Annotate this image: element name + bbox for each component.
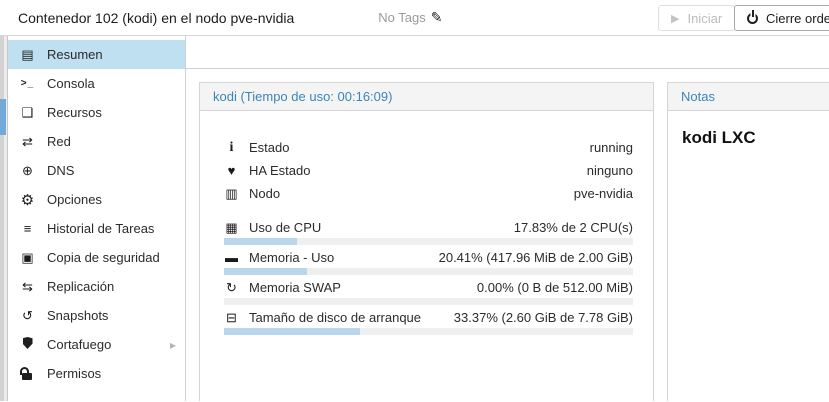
resource-tree-edge <box>0 36 8 401</box>
progress-bar <box>224 298 633 305</box>
sidebar-item-label: Permisos <box>47 366 102 381</box>
unlock-icon <box>19 366 36 381</box>
sidebar-item-label: Recursos <box>47 105 102 120</box>
sidebar-item-label: Consola <box>47 76 95 91</box>
shield-icon <box>19 337 36 352</box>
retweet-icon: ⇆ <box>22 278 33 294</box>
status-row-nodo: ▥ Nodo pve-nvidia <box>224 182 633 205</box>
row-value: ninguno <box>586 163 633 178</box>
sidebar-item-consola[interactable]: >_ Consola <box>8 69 185 98</box>
row-value: 20.41% (417.96 MiB de 2.00 GiB) <box>438 250 633 265</box>
sidebar-item-snapshots[interactable]: ↺ Snapshots <box>8 301 185 330</box>
cube-icon: ❑ <box>21 104 34 120</box>
memory-icon: ▬ <box>225 250 238 265</box>
progress-bar-fill <box>224 268 308 275</box>
row-label: Tamaño de disco de arranque <box>249 310 422 325</box>
chevron-right-icon: ▸ <box>169 337 176 352</box>
sidebar-item-opciones[interactable]: ⚙ Opciones <box>8 185 185 214</box>
notes-panel: Notas kodi LXC <box>667 82 829 401</box>
cpu-icon: ▦ <box>225 219 238 235</box>
progress-bar <box>224 328 633 335</box>
usage-row-tama-o-de-disco-de-arranque: ⊟ Tamaño de disco de arranque 33.37% (2.… <box>224 307 633 335</box>
list-icon: ≡ <box>23 221 32 236</box>
progress-bar <box>224 268 633 275</box>
sidebar-item-copia-de-seguridad[interactable]: ▣ Copia de seguridad <box>8 243 185 272</box>
sidebar-item-recursos[interactable]: ❑ Recursos <box>8 98 185 127</box>
usage-row-memoria-uso: ▬ Memoria - Uso 20.41% (417.96 MiB de 2.… <box>224 247 633 275</box>
row-value: 33.37% (2.60 GiB de 7.78 GiB) <box>453 310 633 325</box>
status-panel-body: i Estado running ♥ HA Estado ninguno ▥ N… <box>200 111 653 335</box>
play-icon: ▶ <box>671 12 680 25</box>
row-value: 17.83% de 2 CPU(s) <box>513 220 633 235</box>
main-area: ▤ Resumen >_ Consola ❑ Recursos ⇄ Red ⊕ … <box>0 36 829 401</box>
book-icon: ▤ <box>21 46 34 62</box>
notes-panel-header: Notas <box>668 83 829 111</box>
sidebar-item-label: Opciones <box>47 192 102 207</box>
sidebar-item-red[interactable]: ⇄ Red <box>8 127 185 156</box>
info-icon: i <box>229 139 234 155</box>
page-title: Contenedor 102 (kodi) en el nodo pve-nvi… <box>18 9 295 26</box>
edit-pencil-icon[interactable]: ✎ <box>430 9 443 25</box>
tree-selection-sliver <box>0 99 6 135</box>
sidebar-item-label: Historial de Tareas <box>47 221 155 236</box>
sidebar-item-replicaci-n[interactable]: ⇆ Replicación <box>8 272 185 301</box>
content-top-strip <box>186 36 829 69</box>
sidebar-item-historial-de-tareas[interactable]: ≡ Historial de Tareas <box>8 214 185 243</box>
status-row-estado: i Estado running <box>224 136 633 159</box>
status-row-ha-estado: ♥ HA Estado ninguno <box>224 159 633 182</box>
history-icon: ↺ <box>22 307 33 323</box>
sidebar-item-label: DNS <box>47 163 75 178</box>
sidebar-item-dns[interactable]: ⊕ DNS <box>8 156 185 185</box>
status-panel-title: kodi (Tiempo de uso: 00:16:09) <box>213 89 393 104</box>
start-button-label: Iniciar <box>687 10 723 26</box>
globe-icon: ⊕ <box>22 162 33 178</box>
row-label: HA Estado <box>249 163 311 178</box>
sidebar-item-cortafuego[interactable]: Cortafuego ▸ <box>8 330 185 359</box>
shutdown-button-label: Cierre ordenado <box>766 10 829 26</box>
sidebar-item-label: Cortafuego <box>47 337 112 352</box>
tags-editor[interactable]: No Tags ✎ <box>378 9 442 26</box>
start-button[interactable]: ▶ Iniciar <box>658 5 736 31</box>
swap-icon: ↻ <box>226 279 237 295</box>
row-value: 0.00% (0 B de 512.00 MiB) <box>476 280 633 295</box>
progress-bar-fill <box>224 238 297 245</box>
row-label: Nodo <box>249 186 281 201</box>
row-label: Memoria SWAP <box>249 280 341 295</box>
sidebar-item-permisos[interactable]: Permisos <box>8 359 185 388</box>
shutdown-button[interactable]: Cierre ordenado <box>734 5 829 31</box>
sidebar-item-label: Resumen <box>47 47 103 62</box>
exchange-icon: ⇄ <box>22 133 33 149</box>
content-area: kodi (Tiempo de uso: 00:16:09) i Estado … <box>186 36 829 401</box>
sidebar-item-resumen[interactable]: ▤ Resumen <box>8 40 185 69</box>
row-label: Memoria - Uso <box>249 250 335 265</box>
row-value: running <box>589 140 633 155</box>
row-label: Estado <box>249 140 290 155</box>
sidebar-item-label: Replicación <box>47 279 115 294</box>
floppy-icon: ▣ <box>21 249 34 265</box>
status-panel: kodi (Tiempo de uso: 00:16:09) i Estado … <box>199 82 654 401</box>
progress-bar <box>224 238 633 245</box>
gear-icon: ⚙ <box>20 191 35 209</box>
building-icon: ▥ <box>225 185 238 201</box>
row-label: Uso de CPU <box>249 220 322 235</box>
usage-section: ▦ Uso de CPU 17.83% de 2 CPU(s) ▬ Memori… <box>224 217 633 335</box>
usage-row-memoria-swap: ↻ Memoria SWAP 0.00% (0 B de 512.00 MiB) <box>224 277 633 305</box>
power-icon <box>747 12 758 24</box>
sidebar-item-label: Copia de seguridad <box>47 250 160 265</box>
sidebar-menu: ▤ Resumen >_ Consola ❑ Recursos ⇄ Red ⊕ … <box>8 36 186 401</box>
progress-bar-fill <box>224 328 361 335</box>
sidebar-item-label: Snapshots <box>47 308 109 323</box>
status-panel-header: kodi (Tiempo de uso: 00:16:09) <box>200 83 653 111</box>
row-value: pve-nvidia <box>573 186 633 201</box>
usage-row-uso-de-cpu: ▦ Uso de CPU 17.83% de 2 CPU(s) <box>224 217 633 245</box>
top-header-bar: Contenedor 102 (kodi) en el nodo pve-nvi… <box>0 0 829 36</box>
notes-content[interactable]: kodi LXC <box>682 128 756 147</box>
terminal-icon: >_ <box>20 78 35 89</box>
sidebar-item-label: Red <box>47 134 71 149</box>
disk-icon: ⊟ <box>226 309 237 325</box>
heartbeat-icon: ♥ <box>227 163 236 178</box>
tags-label: No Tags <box>378 10 426 25</box>
notes-panel-title: Notas <box>681 89 715 104</box>
